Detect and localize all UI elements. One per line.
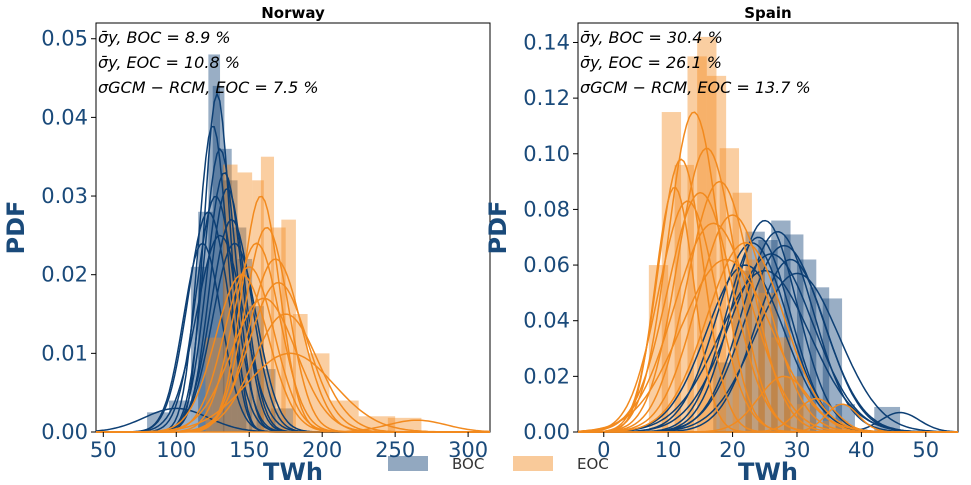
norway-eoc-bar-3 (252, 180, 264, 432)
spain-y-tick-label-1: 0.02 (523, 364, 570, 388)
norway-panel: 50 100 150 200 250 300 0.00 0.01 0.02 0.03 0.04 0.0… (2, 4, 491, 485)
spain-x-tick-label-4: 40 (848, 438, 875, 462)
spain-stat-gcm-rcm: σGCM − RCM, EOC = 13.7 % (580, 78, 811, 97)
legend-swatch-eoc (513, 456, 553, 471)
norway-y-tick-label-1: 0.01 (41, 341, 88, 365)
norway-title: Norway (261, 4, 325, 22)
norway-x-tick-label-5: 300 (448, 438, 488, 462)
norway-y-tick-label-4: 0.04 (41, 105, 88, 129)
norway-y-tick-label-2: 0.02 (41, 263, 88, 287)
norway-boc-bar-6 (220, 148, 232, 432)
norway-stat-eoc: σ̄y, EOC = 10.8 % (98, 53, 240, 72)
spain-stat-eoc: σ̄y, EOC = 26.1 % (580, 53, 722, 72)
spain-x-tick-label-2: 20 (719, 438, 746, 462)
spain-boc-bar-3 (758, 240, 778, 432)
legend-label-boc: BOC (452, 455, 484, 473)
spain-eoc-bar-11 (784, 376, 804, 432)
spain-x-tick-label-0: 0 (597, 438, 610, 462)
norway-x-axis-label: TWh (263, 458, 323, 485)
spain-y-tick-label-6: 0.12 (523, 86, 570, 110)
spain-y-axis-label: PDF (484, 201, 512, 255)
spain-eoc-bar-6 (719, 148, 740, 432)
norway-y-tick-label-3: 0.03 (41, 184, 88, 208)
spain-stat-boc: σ̄y, BOC = 30.4 % (580, 28, 723, 47)
spain-x-tick-label-1: 10 (655, 438, 682, 462)
norway-x-tick-label-3: 200 (302, 438, 342, 462)
spain-boc-bar-0 (713, 362, 733, 432)
spain-y-tick-label-5: 0.10 (523, 142, 570, 166)
spain-boc-bar-5 (784, 234, 804, 432)
spain-y-tick-label-7: 0.14 (523, 30, 570, 54)
norway-eoc-kde-curve-9 (96, 352, 490, 433)
legend: BOC EOC (388, 455, 609, 473)
spain-x-tick-label-5: 50 (912, 438, 939, 462)
spain-panel: 0 10 20 30 40 50 0.00 0.02 0.04 0.06 0.08 0.10 0.12 0… (484, 4, 959, 485)
spain-y-tick-label-4: 0.08 (523, 197, 570, 221)
norway-y-tick-label-5: 0.05 (41, 27, 88, 51)
legend-swatch-boc (388, 456, 428, 471)
norway-x-tick-label-2: 150 (229, 438, 269, 462)
norway-eoc-bar-0 (205, 337, 223, 432)
norway-eoc-kde-curve-10 (96, 419, 491, 433)
spain-eoc-bar-13 (822, 420, 849, 432)
norway-y-axis-label: PDF (2, 201, 30, 255)
spain-x-tick-label-3: 30 (784, 438, 811, 462)
norway-stat-gcm-rcm: σGCM − RCM, EOC = 7.5 % (98, 78, 319, 97)
norway-stat-boc: σ̄y, BOC = 8.9 % (98, 28, 231, 47)
legend-label-eoc: EOC (577, 455, 609, 473)
norway-eoc-bar-7 (293, 314, 308, 432)
norway-eoc-bar-6 (281, 219, 296, 432)
norway-x-tick-label-0: 50 (90, 438, 117, 462)
spain-eoc-kde-curve-13 (578, 403, 958, 433)
norway-y-tick-label-0: 0.00 (41, 420, 88, 444)
spain-y-tick-label-3: 0.06 (523, 253, 570, 277)
norway-x-tick-label-4: 250 (375, 438, 415, 462)
spain-y-tick-label-2: 0.04 (523, 309, 570, 333)
spain-title: Spain (744, 4, 791, 22)
norway-x-tick-label-1: 100 (156, 438, 196, 462)
spain-eoc-bar-12 (796, 404, 817, 432)
spain-x-axis-label: TWh (738, 458, 798, 485)
spain-y-tick-label-0: 0.00 (523, 420, 570, 444)
